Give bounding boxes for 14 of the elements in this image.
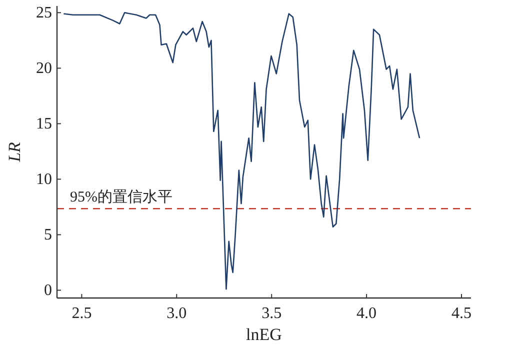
y-tick-label: 0: [44, 282, 52, 300]
x-tick-label: 4.5: [452, 305, 472, 322]
x-tick-label: 3.5: [262, 305, 282, 322]
y-tick-label: 20: [36, 60, 52, 78]
ref-line-label: 95%的置信水平: [70, 188, 172, 206]
y-axis-title: LR: [5, 141, 24, 163]
y-tick-label: 10: [36, 171, 52, 188]
x-axis-title: lnEG: [246, 325, 282, 344]
y-tick-label: 15: [36, 116, 52, 133]
y-tick-label: 5: [44, 226, 52, 244]
x-tick-label: 2.5: [72, 305, 92, 322]
x-tick-label: 4.0: [356, 305, 377, 322]
y-tick-label: 25: [36, 4, 52, 22]
x-tick-label: 3.0: [166, 305, 187, 322]
